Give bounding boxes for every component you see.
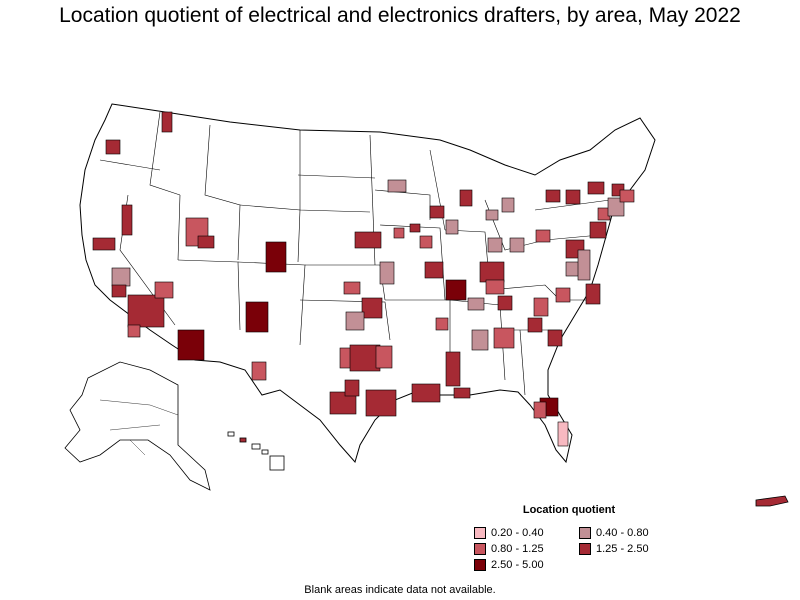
alaska-outline [64,361,211,491]
legend-item-0-40-0-80: 0.40 - 0.80 [579,526,684,540]
footnote: Blank areas indicate data not available. [304,584,496,596]
puerto-rico [755,495,789,507]
legend: Location quotient 0.20 - 0.40 0.40 - 0.8… [460,504,670,572]
state-borders [99,111,611,396]
legend-item-2-50-5-00: 2.50 - 5.00 [474,558,579,572]
colored-areas [92,111,635,447]
legend-grid: 0.20 - 0.40 0.40 - 0.80 0.80 - 1.25 1.25… [460,526,670,572]
legend-label: 0.20 - 0.40 [491,527,544,539]
legend-label: 1.25 - 2.50 [596,543,649,555]
legend-item-1-25-2-50: 1.25 - 2.50 [579,542,684,556]
map-title: Location quotient of electrical and elec… [59,4,741,27]
alaska-borough-lines [99,399,179,456]
legend-label: 2.50 - 5.00 [491,559,544,571]
legend-label: 0.80 - 1.25 [491,543,544,555]
legend-title: Location quotient [522,504,616,516]
legend-swatch [579,527,591,539]
legend-label: 0.40 - 0.80 [596,527,649,539]
hawaii-islands [227,431,285,471]
legend-swatch [474,543,486,555]
legend-item-0-80-1-25: 0.80 - 1.25 [474,542,579,556]
legend-swatch [474,527,486,539]
legend-item-0-20-0-40: 0.20 - 0.40 [474,526,579,540]
legend-swatch [474,559,486,571]
legend-swatch [579,543,591,555]
